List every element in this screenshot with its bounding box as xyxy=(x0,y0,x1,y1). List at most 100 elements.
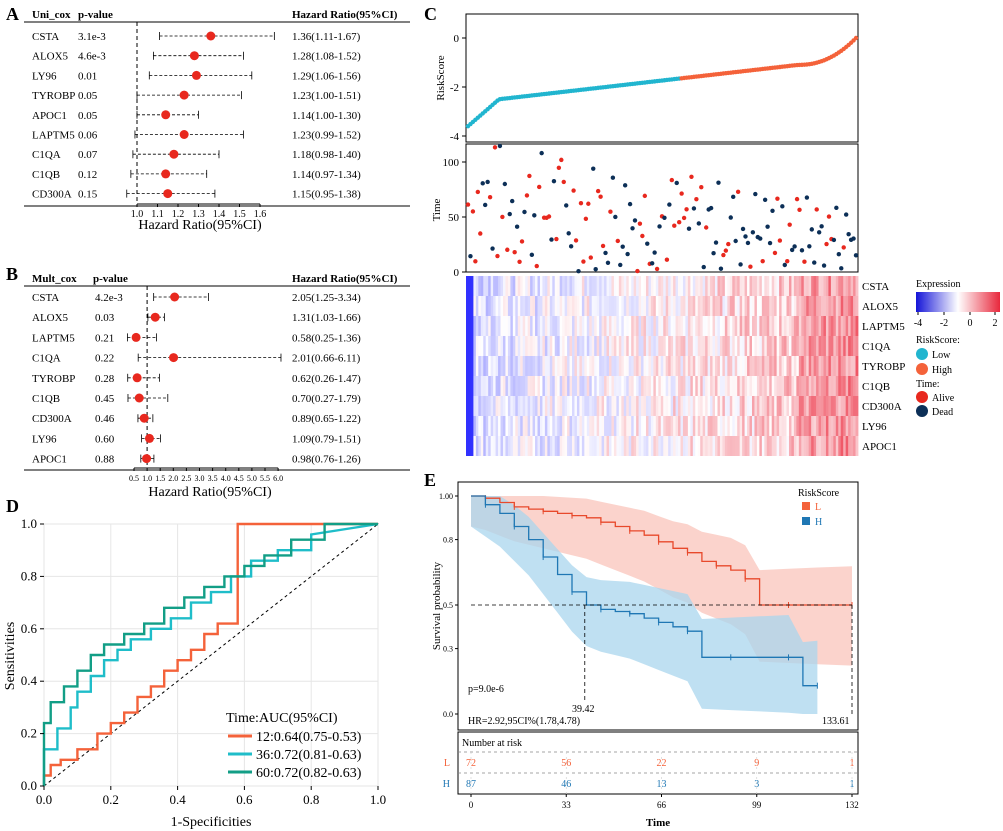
time-point xyxy=(578,200,584,206)
heatmap-cell xyxy=(586,376,590,396)
heatmap-cell xyxy=(784,296,787,316)
time-point xyxy=(591,166,596,171)
heatmap-cell xyxy=(500,316,504,336)
heatmap-cell xyxy=(623,396,627,416)
heatmap-cell xyxy=(680,436,684,456)
heatmap-cell xyxy=(848,336,852,356)
p-value: 0.03 xyxy=(95,312,115,324)
riskscore-ylabel: RiskScore xyxy=(435,55,447,100)
heatmap-cell xyxy=(480,316,484,336)
heatmap-cell xyxy=(682,396,686,416)
heatmap-cell xyxy=(705,336,709,356)
panel-a: A Uni_cox p-value Hazard Ratio(95%CI) CS… xyxy=(6,4,410,233)
heatmap-cell xyxy=(739,416,743,436)
heatmap-cell xyxy=(756,356,760,376)
heatmap-cell xyxy=(751,276,755,296)
heatmap-cell xyxy=(811,396,815,416)
y-tick-label: 0 xyxy=(454,267,460,279)
heatmap-cell xyxy=(559,296,563,316)
x-tick-label: 0 xyxy=(469,800,474,810)
heatmap-cell xyxy=(724,336,728,356)
legend-dead-dot xyxy=(916,405,928,417)
heatmap-cell xyxy=(742,416,745,436)
heatmap-cell xyxy=(608,276,612,296)
heatmap-cell xyxy=(606,376,610,396)
heatmap-cell xyxy=(576,296,580,316)
heatmap-cell xyxy=(845,436,849,456)
heatmap-cell xyxy=(727,276,731,296)
heatmap-cell xyxy=(663,416,667,436)
heatmap-cell xyxy=(850,296,854,316)
hazard-ratio-text: 0.58(0.25-1.36) xyxy=(292,332,361,344)
heatmap-cell xyxy=(788,396,792,416)
time-point xyxy=(785,258,790,264)
heatmap-cell xyxy=(776,436,780,456)
heatmap-cell xyxy=(468,316,472,336)
heatmap-cell xyxy=(586,356,590,376)
heatmap-cell xyxy=(722,336,726,356)
heatmap-cell xyxy=(781,356,785,376)
heatmap-cell xyxy=(572,436,575,456)
heatmap-cell xyxy=(589,376,593,396)
heatmap-cell xyxy=(547,316,551,336)
heatmap-cell xyxy=(547,416,551,436)
time-point xyxy=(490,246,495,251)
heatmap-cell xyxy=(801,296,805,316)
time-point xyxy=(753,191,758,197)
heatmap-cell xyxy=(495,276,499,296)
heatmap-cell xyxy=(828,336,832,356)
heatmap-cell xyxy=(520,336,524,356)
heatmap-cell xyxy=(776,356,780,376)
heatmap-cell xyxy=(687,376,691,396)
heatmap-cell xyxy=(835,356,839,376)
heatmap-cell xyxy=(522,436,526,456)
heatmap-cell xyxy=(732,276,736,296)
time-point xyxy=(465,202,471,207)
time-point xyxy=(804,195,810,200)
heatmap-cell xyxy=(793,336,797,356)
heatmap-cell xyxy=(483,416,487,436)
heatmap-cell xyxy=(483,436,487,456)
heatmap-cell xyxy=(717,396,721,416)
heatmap-cell xyxy=(729,336,733,356)
heatmap-cell xyxy=(535,436,538,456)
heatmap-cell xyxy=(737,296,741,316)
heatmap-cell xyxy=(596,416,600,436)
heatmap-cell xyxy=(759,376,763,396)
heatmap-cell xyxy=(562,396,566,416)
heatmap-cell xyxy=(643,376,647,396)
y-tick-label: 0.5 xyxy=(443,601,453,610)
heatmap-cell xyxy=(705,376,709,396)
time-point xyxy=(686,226,692,231)
heatmap-cell xyxy=(613,356,617,376)
heatmap-cell xyxy=(606,436,610,456)
heatmap-cell xyxy=(478,436,482,456)
heatmap-cell xyxy=(771,416,775,436)
heatmap-cell xyxy=(599,276,602,296)
heatmap-cell xyxy=(756,376,760,396)
heatmap-cell xyxy=(557,296,561,316)
heatmap-cell xyxy=(611,416,615,436)
heatmap-cell xyxy=(692,276,696,296)
p-value: 0.05 xyxy=(78,90,98,102)
heatmap-cell xyxy=(596,356,600,376)
heatmap-cell xyxy=(584,296,588,316)
heatmap-cell xyxy=(601,396,605,416)
heatmap-cell xyxy=(562,316,566,336)
heatmap-cell xyxy=(695,336,699,356)
heatmap-cell xyxy=(727,396,731,416)
heatmap-cell xyxy=(710,356,713,376)
heatmap-cell xyxy=(793,396,797,416)
heatmap-cell xyxy=(665,316,669,336)
heatmap-cell xyxy=(759,276,763,296)
heatmap-cell xyxy=(766,396,770,416)
heatmap-cell xyxy=(821,296,824,316)
reference-diagonal xyxy=(43,523,379,787)
heatmap-cell xyxy=(505,416,509,436)
heatmap-cell xyxy=(473,396,477,416)
heatmap-cell xyxy=(638,356,642,376)
heatmap-cell xyxy=(835,396,839,416)
heatmap-cell xyxy=(488,276,492,296)
heatmap-cell xyxy=(636,336,639,356)
heatmap-cell xyxy=(774,376,778,396)
